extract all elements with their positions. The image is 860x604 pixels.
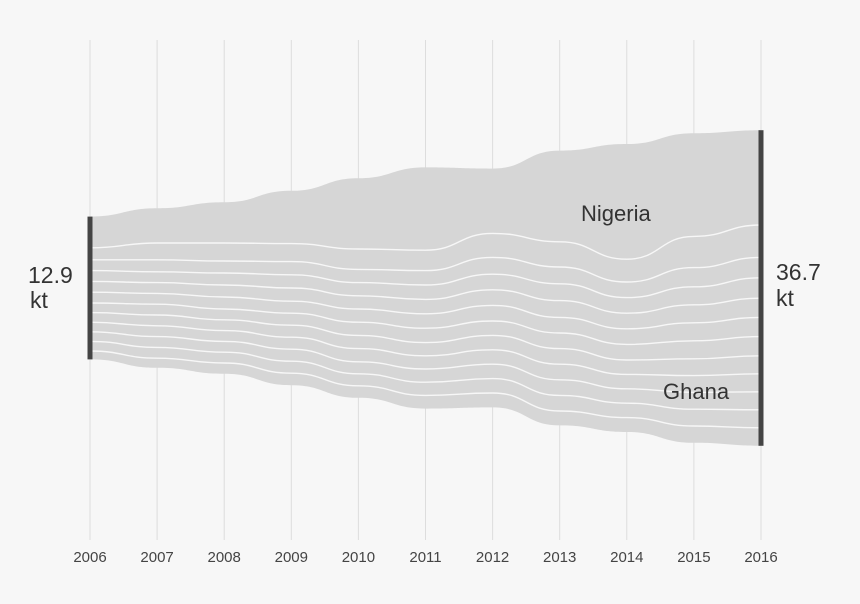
separator-line-8 (89, 321, 762, 377)
x-tick-label-2010: 2010 (342, 549, 375, 566)
x-tick-label-2012: 2012 (476, 549, 509, 566)
separator-line-1 (89, 224, 762, 260)
x-tick-label-2006: 2006 (73, 549, 106, 566)
x-tick-label-2009: 2009 (275, 549, 308, 566)
separator-line-5 (89, 291, 762, 330)
total-bars (87, 130, 764, 446)
end-total-value: 36.7 (776, 259, 821, 285)
x-tick-label-2015: 2015 (677, 549, 710, 566)
x-tick-label-2013: 2013 (543, 549, 576, 566)
area-series-8 (90, 312, 761, 376)
end-total-unit: kt (776, 285, 795, 311)
area-series-11 (90, 341, 761, 428)
area-series-12 (90, 351, 761, 446)
x-tick-label-2014: 2014 (610, 549, 643, 566)
area-series-5 (90, 281, 761, 329)
separator-line-7 (89, 311, 762, 361)
area-ghana (90, 225, 761, 282)
area-series-4 (90, 270, 761, 314)
x-tick-label-2016: 2016 (744, 549, 777, 566)
separator-line-4 (89, 280, 762, 314)
separator-line-9 (89, 331, 762, 394)
end-total-bar (758, 130, 764, 446)
start-total-bar (87, 216, 93, 360)
series-separators (89, 224, 762, 429)
separator-line-6 (89, 302, 762, 346)
series-label-ghana: Ghana (663, 379, 730, 404)
start-total-unit: kt (30, 287, 49, 313)
x-tick-label-2007: 2007 (140, 549, 173, 566)
separator-line-11 (89, 350, 762, 429)
separator-line-3 (89, 269, 762, 299)
area-series-6 (90, 292, 761, 345)
area-series-10 (90, 331, 761, 410)
x-tick-label-2008: 2008 (208, 549, 241, 566)
area-series-3 (90, 257, 761, 298)
x-axis-tick-labels: 2006 2007 2008 2009 2010 2011 2012 2013 2014 2015… (73, 549, 777, 566)
separator-line-2 (90, 256, 762, 283)
series-label-nigeria: Nigeria (581, 201, 651, 226)
separator-line-10 (89, 340, 762, 411)
start-total-value: 12.9 (28, 262, 73, 288)
area-nigeria (90, 130, 761, 260)
area-series-7 (90, 303, 761, 360)
stacked-areas (90, 130, 761, 446)
x-tick-label-2011: 2011 (409, 549, 441, 566)
area-series-9 (90, 322, 761, 393)
